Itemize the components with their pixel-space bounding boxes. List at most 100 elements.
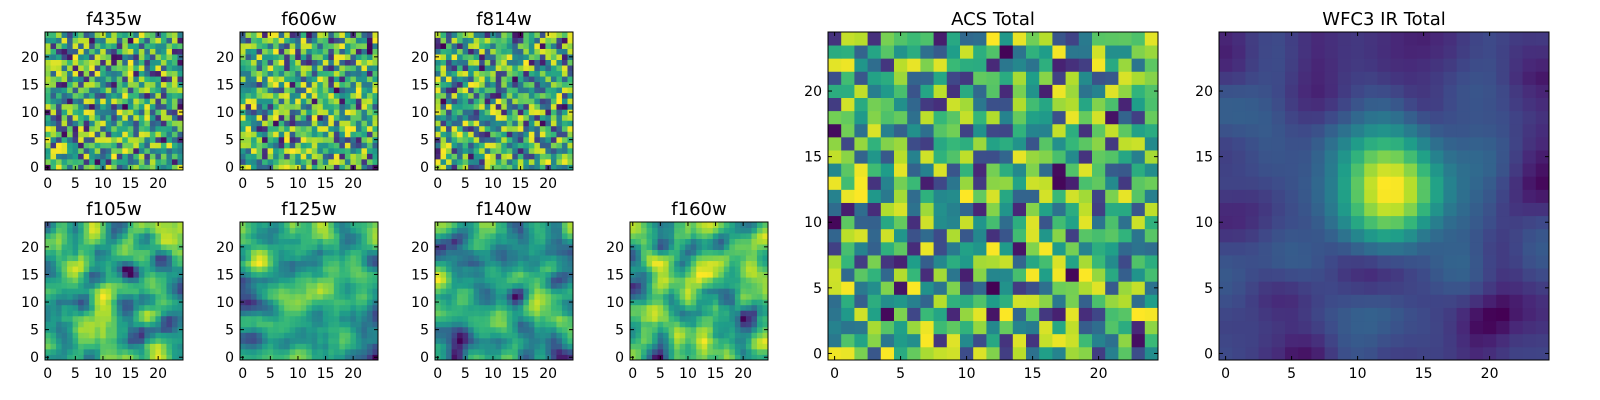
heatmap-cell — [72, 136, 79, 143]
heatmap-cell — [339, 70, 346, 77]
heatmap-cell — [56, 343, 62, 350]
heatmap-cell — [245, 244, 252, 250]
heatmap-cell — [89, 76, 96, 83]
heatmap-cell — [105, 92, 112, 99]
heatmap-cell — [468, 92, 475, 99]
heatmap-cell — [105, 120, 112, 127]
heatmap-cell — [295, 288, 302, 295]
heatmap-cell — [160, 304, 167, 311]
heatmap-cell — [155, 277, 162, 284]
heatmap-cell — [468, 337, 475, 344]
heatmap-cell — [556, 348, 563, 355]
heatmap-cell — [127, 54, 134, 60]
heatmap-cell — [89, 299, 96, 306]
heatmap-cell — [333, 103, 340, 110]
heatmap-cell — [273, 136, 280, 143]
heatmap-cell — [366, 70, 373, 77]
heatmap-cell — [366, 299, 373, 306]
x-tick-label: 10 — [484, 366, 502, 382]
heatmap-cell — [100, 227, 107, 234]
heatmap-cell — [89, 136, 96, 143]
heatmap-cell — [284, 114, 291, 121]
heatmap-cell — [116, 153, 123, 160]
heatmap-cell — [479, 249, 486, 256]
heatmap-cell — [920, 215, 934, 230]
heatmap-cell — [674, 315, 681, 322]
heatmap-cell — [160, 92, 167, 99]
heatmap-cell — [256, 337, 263, 344]
heatmap-cell — [149, 103, 156, 110]
heatmap-cell — [350, 277, 357, 284]
heatmap-cell — [166, 260, 173, 267]
heatmap-cell — [372, 310, 379, 317]
heatmap-cell — [333, 249, 340, 256]
heatmap-cells-1 — [240, 32, 379, 171]
heatmap-cell — [171, 304, 178, 311]
heatmap-cell — [240, 158, 246, 165]
heatmap-cell — [539, 310, 546, 317]
heatmap-cell — [501, 164, 508, 171]
heatmap-cell — [289, 343, 296, 350]
heatmap-cell — [550, 244, 557, 250]
heatmap-cell — [545, 238, 552, 245]
heatmap-cell — [561, 354, 568, 361]
heatmap-cell — [311, 131, 318, 138]
heatmap-cell — [122, 59, 129, 66]
heatmap-cell — [1131, 346, 1146, 361]
heatmap-cell — [556, 120, 563, 127]
heatmap-cell — [920, 241, 934, 256]
heatmap-cell — [56, 131, 62, 138]
heatmap-cell — [116, 233, 123, 239]
heatmap-cell — [171, 158, 178, 165]
heatmap-cell — [545, 153, 552, 160]
heatmap-cell — [528, 65, 535, 72]
heatmap-cell — [306, 310, 313, 317]
heatmap-cell — [652, 337, 658, 344]
heatmap-cell — [484, 282, 491, 289]
heatmap-cell — [762, 222, 769, 228]
heatmap-cell — [668, 299, 675, 306]
heatmap-cell — [344, 98, 351, 105]
heatmap-cell — [133, 244, 140, 250]
heatmap-cell — [523, 227, 530, 234]
heatmap-cells-0 — [45, 32, 184, 171]
heatmap-cell — [561, 282, 568, 289]
heatmap-cell — [144, 222, 151, 228]
heatmap-cell — [479, 65, 486, 72]
heatmap-cell — [350, 244, 357, 250]
heatmap-cell — [707, 227, 714, 234]
heatmap-cell — [94, 315, 101, 322]
heatmap-cell — [556, 354, 563, 361]
heatmap-cell — [756, 249, 763, 256]
heatmap-cell — [166, 32, 173, 38]
heatmap-cell — [105, 48, 112, 55]
heatmap-cell — [89, 147, 96, 154]
heatmap-cell — [50, 266, 57, 273]
heatmap-cell — [278, 43, 285, 49]
heatmap-cell — [550, 32, 557, 38]
heatmap-cell — [440, 321, 447, 328]
heatmap-cell — [144, 260, 151, 267]
heatmap-cell — [322, 282, 329, 289]
heatmap-cell — [674, 249, 681, 256]
heatmap-cell — [328, 260, 335, 267]
heatmap-cell — [240, 348, 246, 355]
heatmap-cell — [94, 255, 101, 262]
heatmap-cell — [946, 320, 961, 335]
heatmap-cell — [473, 92, 480, 99]
heatmap-cell — [751, 343, 758, 350]
heatmap-cell — [501, 260, 508, 267]
heatmap-cell — [317, 299, 324, 306]
heatmap-cell — [523, 43, 530, 49]
heatmap-cell — [457, 310, 463, 317]
heatmap-cell — [517, 87, 524, 94]
heatmap-cell — [344, 260, 351, 267]
heatmap-cell — [462, 255, 469, 262]
heatmap-cell — [490, 158, 497, 165]
heatmap-cell — [468, 48, 475, 55]
heatmap-cell — [718, 238, 725, 245]
heatmap-cell — [138, 164, 145, 171]
heatmap-cell — [155, 98, 162, 105]
heatmap-cell — [841, 228, 855, 243]
panel-title: f606w — [281, 9, 336, 30]
